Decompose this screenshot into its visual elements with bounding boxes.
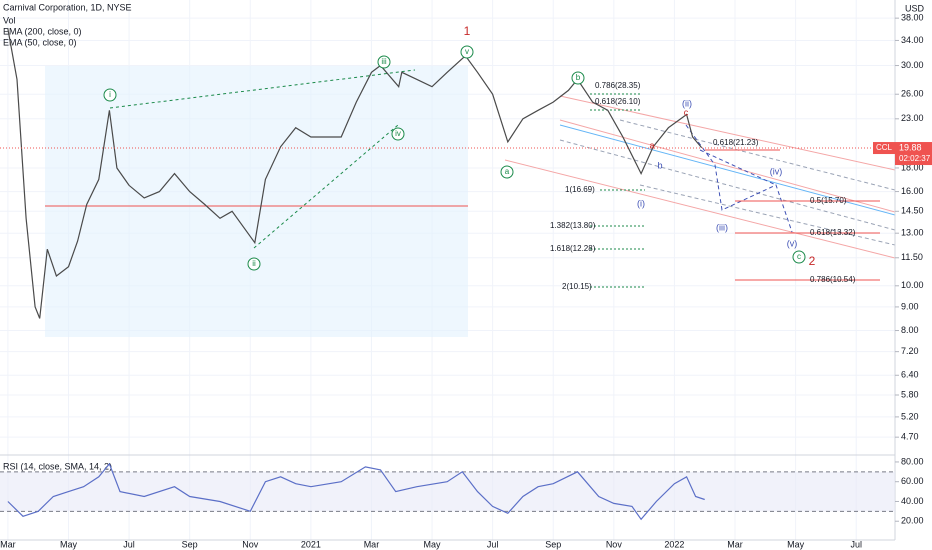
x-tick-label: Nov [606,539,623,549]
x-tick-label: Mar [0,539,16,549]
wave-label: 0.5(15.70) [810,196,847,205]
wave-label: b [657,160,662,170]
wave-label: 0.786(10.54) [810,275,856,284]
wave-label: 1 [464,24,471,38]
x-tick-label: May [787,539,805,549]
y-tick-label: 80.00 [901,456,924,466]
drawings [109,69,896,288]
x-tick-label: Jul [123,539,135,549]
wave-label: c [797,252,801,261]
x-tick-label: May [424,539,442,549]
x-tick-label: Jul [487,539,499,549]
wave-circle [571,71,585,85]
symbol-badge [873,142,895,155]
y-tick-label: 20.00 [901,516,924,526]
wave-label: c [684,107,689,117]
y-tick-label: 6.40 [901,370,919,380]
wave-circle [500,165,514,179]
wave-label: (iv) [770,166,783,176]
wave-circle [377,55,391,69]
indicator-label: EMA (200, close, 0) [3,26,82,36]
channel-line [559,124,896,216]
y-tick-label: 5.20 [901,411,919,421]
y-tick-label: 23.00 [901,113,924,123]
wave-label: 1(16.69) [565,185,595,194]
channel-line [559,119,896,213]
wave-label: 2(10.15) [562,282,592,291]
wave-label: iv [395,129,401,138]
channel-line [559,95,896,171]
y-tick-label: 13.00 [901,228,924,238]
wave-label: (ii) [682,98,692,108]
wave-circle [792,250,806,264]
price-line [7,462,705,521]
wave-label: a [505,167,510,176]
y-tick-label: 40.00 [901,496,924,506]
y-tick-label: 34.00 [901,35,924,45]
wave-label: iii [381,57,387,66]
y-tick-label: 30.00 [901,60,924,70]
wave-label: a [649,140,654,150]
y-tick-label: 60.00 [901,476,924,486]
y-tick-label: 9.00 [901,301,919,311]
wave-label: 0.786(28.35) [595,81,641,90]
rsi-band [0,471,895,512]
wave-label: 2 [809,254,816,268]
wave-label: 1.382(13.80) [550,221,596,230]
indicator-label: Vol [3,15,16,25]
wave-label: i [109,90,111,99]
wave-label: 0.618(21.23) [713,138,759,147]
x-tick-label: 2022 [664,539,684,549]
x-tick-label: Nov [242,539,259,549]
y-tick-label: 18.00 [901,162,924,172]
wave-label: (iii) [716,222,728,232]
x-tick-label: Mar [364,539,380,549]
rsi-title: RSI (14, close, SMA, 14, 2) [3,461,112,471]
wave-label: v [465,47,469,56]
wave-label: b [576,73,581,82]
x-tick-label: May [60,539,78,549]
wave-circle [247,257,261,271]
indicator-label: EMA (50, close, 0) [3,37,77,47]
wave-label: (i) [637,198,645,208]
wave-label: (v) [787,238,798,248]
y-tick-label: 4.70 [901,432,919,442]
currency-label: USD [905,3,925,13]
wave-circle [103,88,117,102]
y-tick-label: 8.00 [901,325,919,335]
channel-line [619,119,896,191]
wave-circle [391,127,405,141]
y-tick-label: 26.00 [901,89,924,99]
wave-label: 1.618(12.28) [550,244,596,253]
countdown-label: 02:02:37 [899,154,931,163]
symbol-label: CCL [876,143,893,152]
wave-label: ii [252,259,256,268]
volume-profile-area [45,66,468,337]
y-tick-label: 5.80 [901,389,919,399]
symbol-title: Carnival Corporation, 1D, NYSE [3,2,132,12]
price-label: 19.88 [899,142,922,152]
channel-line [639,184,896,246]
price-badge [895,142,932,166]
x-tick-label: Sep [545,539,561,549]
wave-circle [460,45,474,59]
x-tick-label: 2021 [301,539,321,549]
wave-label: 0.618(13.32) [810,228,856,237]
wave-label: 0.618(26.10) [595,97,641,106]
channel-line [504,159,896,259]
x-tick-label: Sep [182,539,198,549]
x-tick-label: Mar [727,539,743,549]
y-tick-label: 14.50 [901,206,924,216]
y-tick-label: 7.20 [901,346,919,356]
y-tick-label: 11.50 [901,252,923,262]
y-tick-label: 10.00 [901,280,924,290]
channel-line [559,139,896,231]
y-tick-label: 38.00 [901,13,924,23]
x-tick-label: Jul [850,539,862,549]
trend-line [253,124,399,249]
y-tick-label: 16.00 [901,186,924,196]
